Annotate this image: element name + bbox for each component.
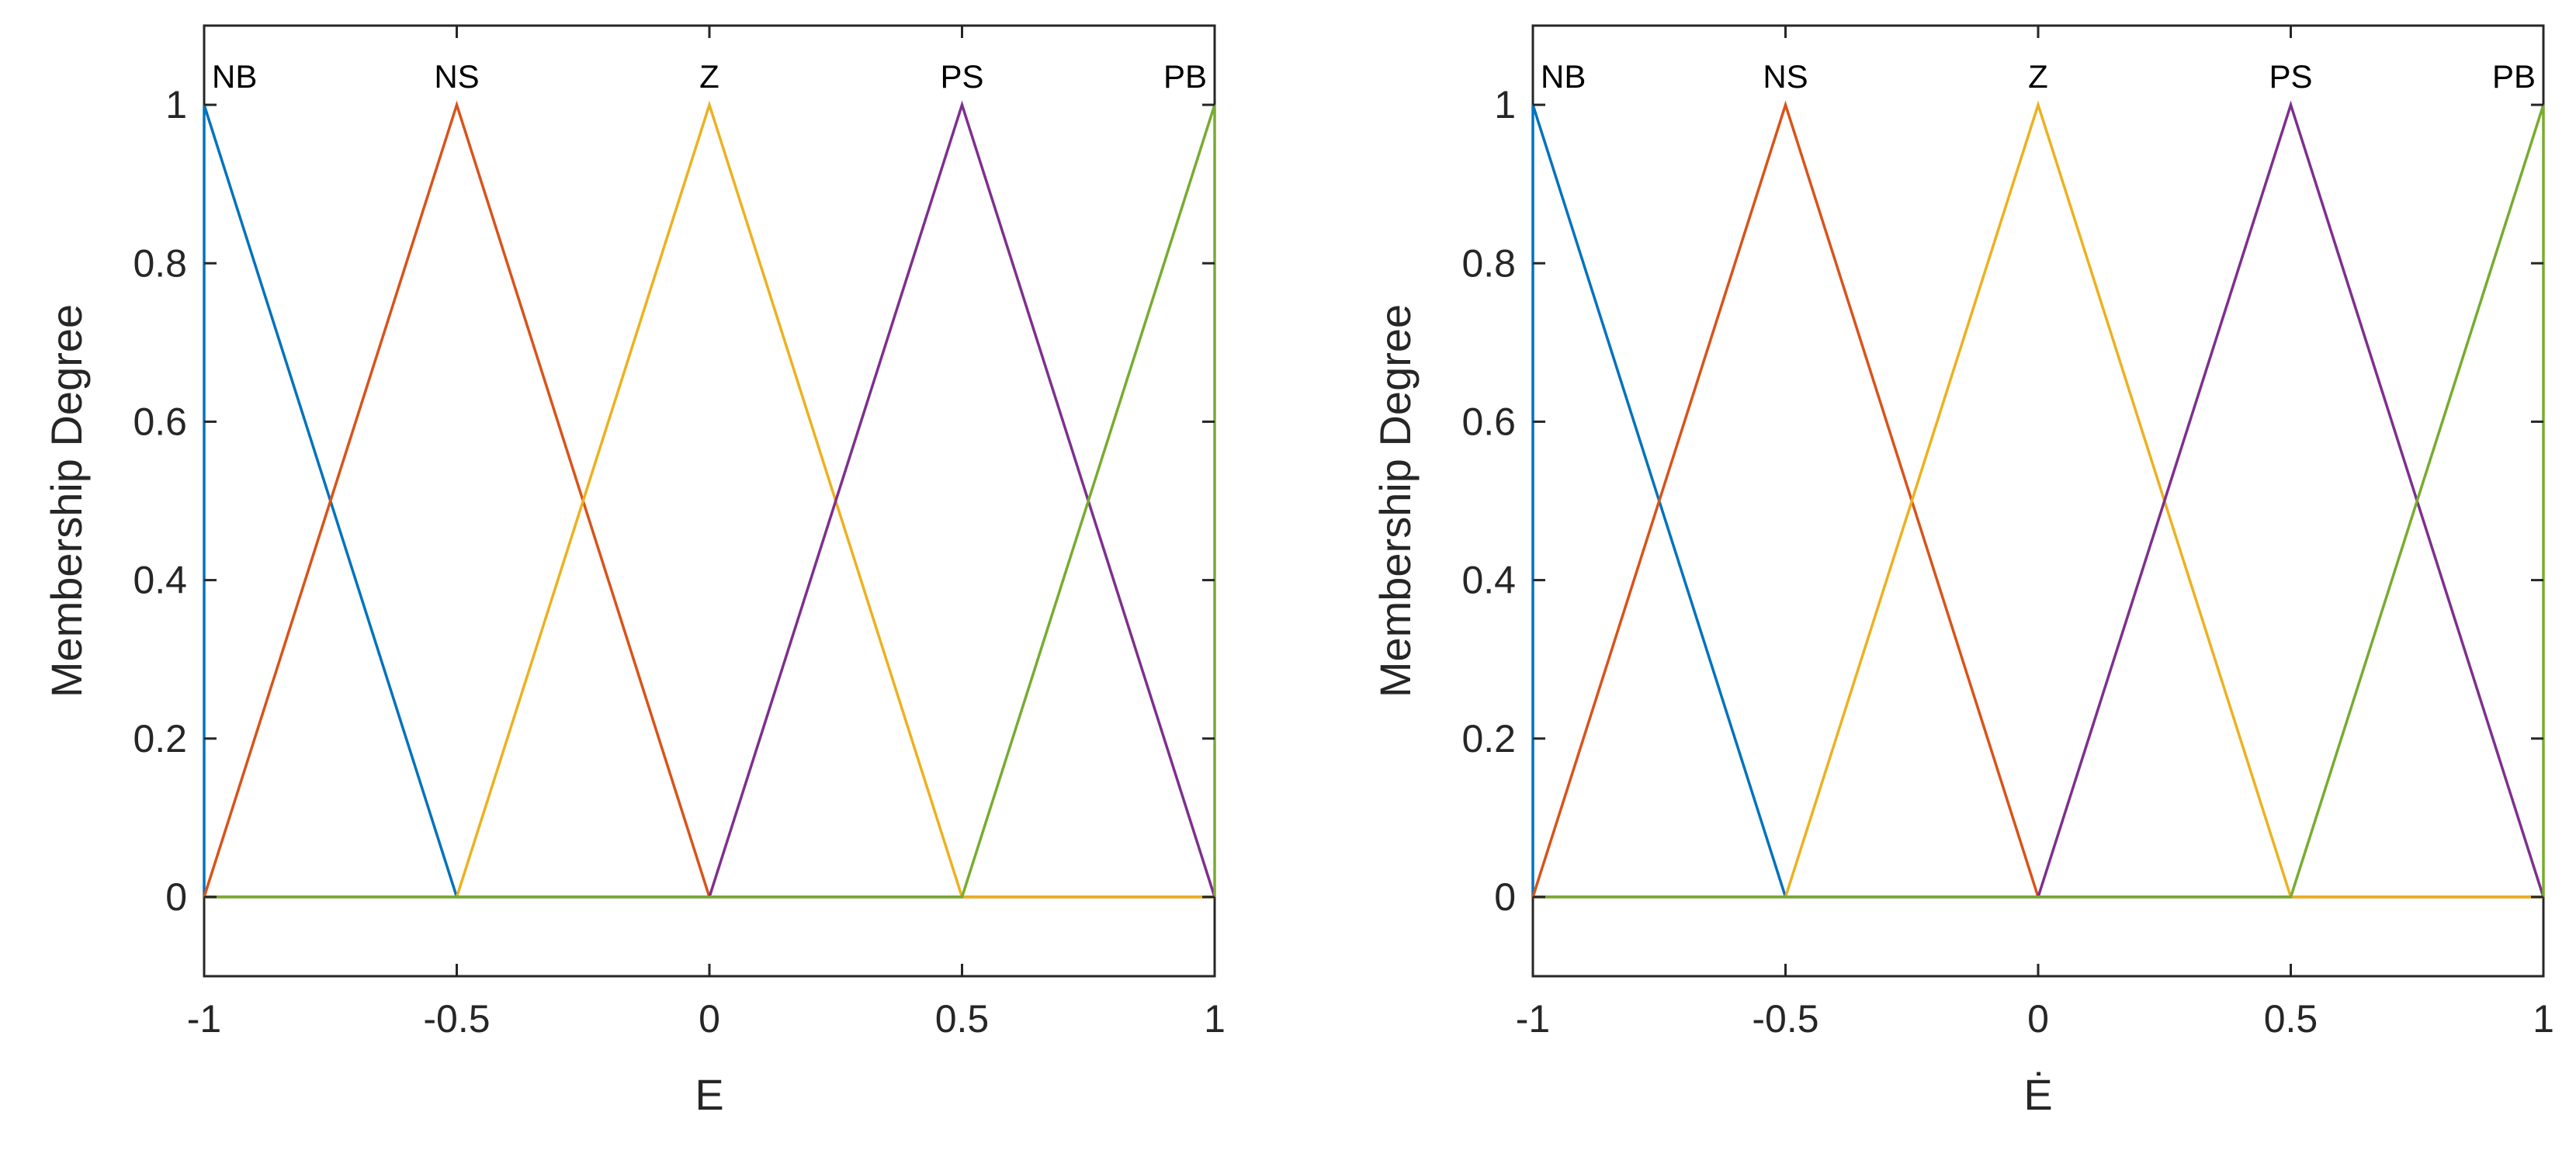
chart-1: -1 -0.5 0 0.5 1 0 0.2 0.4 0.6 0.8 1 NB NS Z PS PB E Membe… [42,24,1226,1119]
plot-area [203,24,1216,978]
y-tick-label: 0.8 [1461,241,1516,285]
tick-marks [1531,26,2545,976]
y-tick-label: 1 [165,83,187,126]
y-tick-label: 0.6 [133,400,187,443]
x-tick-label: 0.5 [2264,997,2318,1041]
y-tick-label: 1 [1494,83,1516,126]
x-tick-label: 1 [1204,997,1226,1041]
mf-label-z: Z [2028,58,2048,95]
x-tick-label: 1 [2533,997,2554,1041]
y-tick-label: 0.2 [133,717,187,760]
y-axis-title: Membership Degree [42,304,91,698]
y-tick-label: 0 [1494,875,1516,919]
x-tick-label: -0.5 [1752,997,1818,1041]
mf-label-pb: PB [2492,58,2536,95]
y-tick-label: 0.2 [1461,717,1516,760]
series-group [203,100,1216,899]
x-tick-label: -1 [1516,997,1550,1041]
mf-label-z: Z [699,58,719,95]
y-tick-label: 0 [165,875,187,919]
y-tick-label: 0.8 [133,241,187,285]
x-tick-label: 0 [2027,997,2049,1041]
tick-marks [203,26,1216,976]
x-tick-label: -0.5 [423,997,490,1041]
x-tick-label: -1 [187,997,221,1041]
y-axis-title: Membership Degree [1371,304,1420,698]
x-tick-label: 0 [699,997,720,1041]
series-group [1531,100,2545,899]
mf-label-pb: PB [1163,58,1207,95]
mf-label-ns: NS [1763,58,1808,95]
y-tick-label: 0.6 [1461,400,1516,443]
x-axis-title: E [695,1070,723,1119]
mf-label-ps: PS [2269,58,2312,95]
plot-area [1531,24,2545,978]
series-line-pb [1533,104,2545,899]
series-line-pb [204,104,1216,899]
mf-label-ns: NS [434,58,479,95]
y-tick-label: 0.4 [1461,559,1516,602]
mf-label-ps: PS [940,58,983,95]
x-axis-title: Ė [2023,1070,2052,1119]
mf-label-nb: NB [1541,58,1586,95]
y-tick-label: 0.4 [133,559,187,602]
x-tick-label: 0.5 [935,997,990,1041]
mf-label-nb: NB [212,58,257,95]
chart-2: -1 -0.5 0 0.5 1 0 0.2 0.4 0.6 0.8 1 NB NS Z PS PB Ė Membe… [1371,24,2554,1119]
